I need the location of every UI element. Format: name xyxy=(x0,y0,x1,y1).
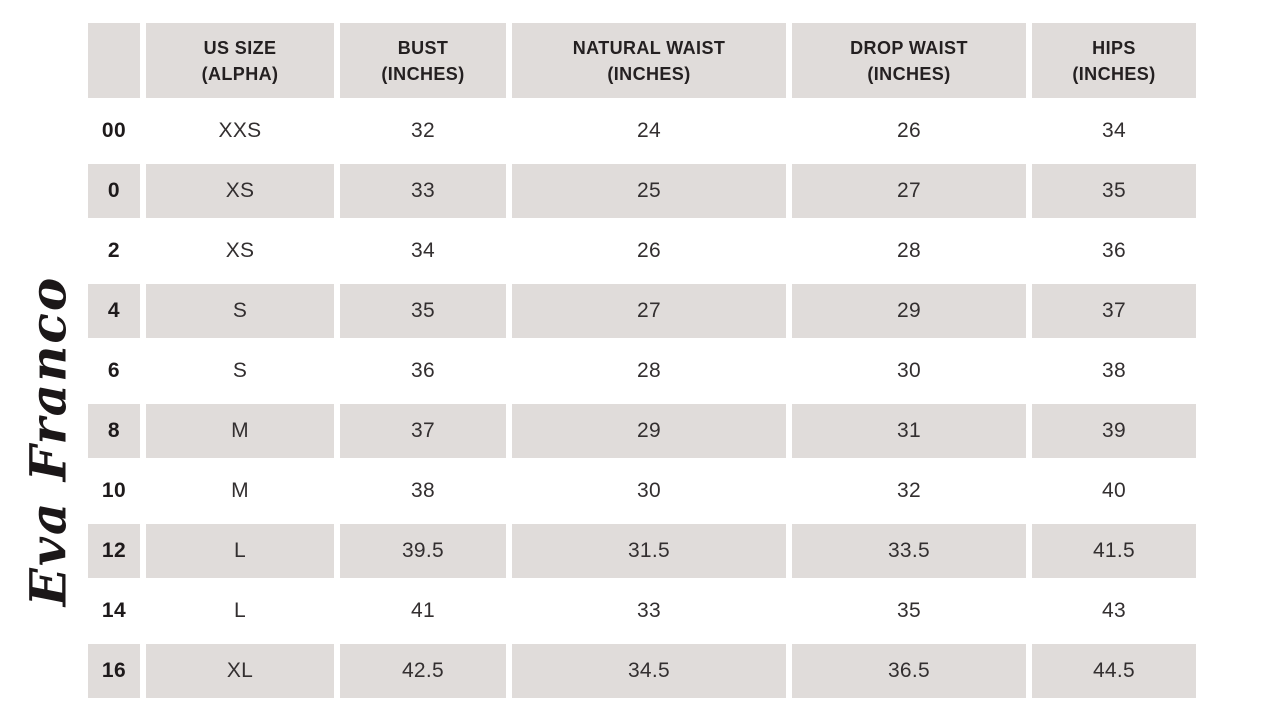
size-cell: 33 xyxy=(512,584,786,638)
column-header-blank xyxy=(88,23,140,98)
size-cell: 38 xyxy=(340,464,506,518)
size-cell: 30 xyxy=(792,344,1026,398)
size-cell: 44.5 xyxy=(1032,644,1196,698)
size-cell: 36.5 xyxy=(792,644,1026,698)
size-cell: 34.5 xyxy=(512,644,786,698)
row-label: 14 xyxy=(88,584,140,638)
row-label: 10 xyxy=(88,464,140,518)
size-cell: 40 xyxy=(1032,464,1196,518)
row-label: 4 xyxy=(88,284,140,338)
row-label: 6 xyxy=(88,344,140,398)
size-cell: 37 xyxy=(1032,284,1196,338)
size-cell: 41.5 xyxy=(1032,524,1196,578)
size-cell: 34 xyxy=(1032,104,1196,158)
size-cell: L xyxy=(146,524,334,578)
size-cell: 43 xyxy=(1032,584,1196,638)
size-cell: 25 xyxy=(512,164,786,218)
size-cell: 33 xyxy=(340,164,506,218)
size-cell: XL xyxy=(146,644,334,698)
row-label: 16 xyxy=(88,644,140,698)
size-cell: 33.5 xyxy=(792,524,1026,578)
size-cell: 42.5 xyxy=(340,644,506,698)
size-cell: 38 xyxy=(1032,344,1196,398)
size-cell: XXS xyxy=(146,104,334,158)
brand-logo: Eva Franco xyxy=(18,275,78,607)
size-cell: 37 xyxy=(340,404,506,458)
size-table: US SIZE (ALPHA) BUST (INCHES) NATURAL WA… xyxy=(88,23,1196,698)
size-cell: 35 xyxy=(340,284,506,338)
size-cell: L xyxy=(146,584,334,638)
size-cell: 28 xyxy=(512,344,786,398)
size-cell: XS xyxy=(146,164,334,218)
size-cell: 39 xyxy=(1032,404,1196,458)
row-label: 0 xyxy=(88,164,140,218)
size-cell: 32 xyxy=(792,464,1026,518)
size-cell: S xyxy=(146,344,334,398)
size-cell: 29 xyxy=(792,284,1026,338)
size-cell: 30 xyxy=(512,464,786,518)
size-cell: 27 xyxy=(792,164,1026,218)
size-cell: 29 xyxy=(512,404,786,458)
size-cell: 26 xyxy=(512,224,786,278)
size-cell: 26 xyxy=(792,104,1026,158)
row-label: 12 xyxy=(88,524,140,578)
size-cell: 31.5 xyxy=(512,524,786,578)
column-header-drop-waist: DROP WAIST (INCHES) xyxy=(792,23,1026,98)
size-cell: M xyxy=(146,464,334,518)
size-cell: 32 xyxy=(340,104,506,158)
size-cell: 24 xyxy=(512,104,786,158)
size-cell: S xyxy=(146,284,334,338)
size-cell: 35 xyxy=(1032,164,1196,218)
row-label: 2 xyxy=(88,224,140,278)
size-cell: 34 xyxy=(340,224,506,278)
size-cell: 36 xyxy=(1032,224,1196,278)
size-cell: M xyxy=(146,404,334,458)
row-label: 00 xyxy=(88,104,140,158)
column-header-natural-waist: NATURAL WAIST (INCHES) xyxy=(512,23,786,98)
column-header-us-size-alpha: US SIZE (ALPHA) xyxy=(146,23,334,98)
column-header-hips: HIPS (INCHES) xyxy=(1032,23,1196,98)
size-cell: 28 xyxy=(792,224,1026,278)
row-label: 8 xyxy=(88,404,140,458)
size-cell: XS xyxy=(146,224,334,278)
size-cell: 27 xyxy=(512,284,786,338)
size-cell: 31 xyxy=(792,404,1026,458)
size-cell: 35 xyxy=(792,584,1026,638)
size-cell: 39.5 xyxy=(340,524,506,578)
column-header-bust: BUST (INCHES) xyxy=(340,23,506,98)
size-cell: 41 xyxy=(340,584,506,638)
size-cell: 36 xyxy=(340,344,506,398)
